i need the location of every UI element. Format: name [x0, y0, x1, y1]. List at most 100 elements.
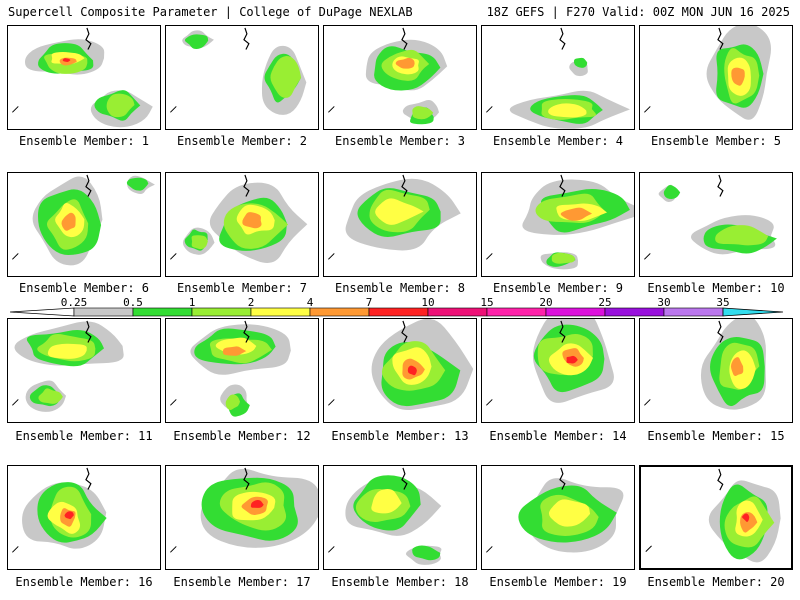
ensemble-panel-16[interactable] [7, 465, 161, 570]
scale-segment [250, 307, 311, 317]
scale-segment [604, 307, 665, 317]
ensemble-panel-15[interactable] [639, 318, 793, 423]
contour-fill [126, 177, 149, 191]
scp-field-map [486, 27, 631, 129]
ensemble-panel-20[interactable] [639, 465, 793, 570]
contour-fill [560, 207, 593, 221]
boundary-line [12, 399, 19, 406]
ensemble-panel-19[interactable] [481, 465, 635, 570]
ensemble-panel-3[interactable] [323, 25, 477, 130]
scale-tick-label: 10 [421, 296, 435, 309]
ensemble-member-label: Ensemble Member: 20 [647, 575, 785, 589]
scale-tick-label: 0.25 [60, 296, 88, 309]
ensemble-panel-10[interactable] [639, 172, 793, 277]
boundary-line [644, 399, 651, 406]
page-title: Supercell Composite Parameter | College … [8, 5, 413, 19]
ensemble-panel-6[interactable] [7, 172, 161, 277]
boundary-line [486, 546, 493, 553]
scp-field-map [486, 319, 614, 406]
boundary-line [85, 467, 92, 490]
scale-segment [132, 307, 193, 317]
ensemble-panel-9[interactable] [481, 172, 635, 277]
ensemble-panel-13[interactable] [323, 318, 477, 423]
contour-fill [62, 58, 71, 62]
ensemble-panel-4[interactable] [481, 25, 635, 130]
boundary-line [328, 106, 335, 113]
boundary-line [559, 467, 566, 490]
boundary-line [559, 27, 566, 50]
ensemble-panel-12[interactable] [165, 318, 319, 423]
contour-fill [548, 499, 591, 527]
boundary-line [645, 545, 652, 552]
contour-fill [731, 67, 745, 86]
scale-tick-label: 15 [480, 296, 494, 309]
boundary-line [486, 253, 493, 260]
contour-fill [551, 252, 576, 264]
scp-field-map [328, 174, 461, 260]
boundary-line [85, 27, 92, 50]
boundary-line [717, 320, 724, 343]
boundary-line [12, 253, 19, 260]
scp-field-map [170, 467, 318, 553]
boundary-line [170, 546, 177, 553]
ensemble-member-label: Ensemble Member: 10 [647, 281, 785, 295]
ensemble-member-label: Ensemble Member: 8 [334, 281, 466, 295]
ensemble-panel-17[interactable] [165, 465, 319, 570]
boundary-line [85, 174, 92, 197]
header: Supercell Composite Parameter | College … [0, 0, 800, 22]
scp-field-map [644, 319, 766, 410]
ensemble-member-label: Ensemble Member: 1 [18, 134, 150, 148]
run-info: 18Z GEFS | F270 Valid: 00Z MON JUN 16 20… [486, 5, 790, 19]
ensemble-panel-14[interactable] [481, 318, 635, 423]
contour-fill [412, 106, 434, 120]
boundary-line [717, 27, 724, 50]
scale-underflow-arrow [10, 307, 75, 317]
scp-field-map [12, 467, 107, 553]
boundary-line [170, 106, 177, 113]
contour-fill [573, 57, 588, 68]
contour-fill [47, 343, 87, 359]
scale-tick-label: 20 [539, 296, 553, 309]
contour-fill [191, 235, 208, 250]
scp-field-map [170, 174, 308, 263]
ensemble-member-label: Ensemble Member: 12 [173, 429, 311, 443]
scp-field-map [486, 174, 634, 270]
ensemble-member-label: Ensemble Member: 11 [15, 429, 153, 443]
scp-field-map [644, 174, 777, 260]
ensemble-panel-8[interactable] [323, 172, 477, 277]
ensemble-member-label: Ensemble Member: 19 [489, 575, 627, 589]
scale-segment [427, 307, 488, 317]
scale-segment [73, 307, 134, 317]
ensemble-panel-5[interactable] [639, 25, 793, 130]
scp-field-map [170, 27, 307, 115]
ensemble-panel-18[interactable] [323, 465, 477, 570]
contour-fill [730, 357, 744, 376]
boundary-line [644, 253, 651, 260]
scp-field-map [486, 467, 624, 553]
ensemble-member-label: Ensemble Member: 17 [173, 575, 311, 589]
boundary-line [170, 399, 177, 406]
boundary-line [559, 174, 566, 197]
boundary-line [559, 320, 566, 343]
ensemble-panel-7[interactable] [165, 172, 319, 277]
boundary-line [717, 468, 724, 491]
contour-fill [250, 499, 264, 508]
contour-fill [742, 513, 750, 522]
ensemble-panel-2[interactable] [165, 25, 319, 130]
contour-fill [395, 57, 415, 69]
scale-tick-label: 4 [306, 296, 314, 309]
scale-tick-label: 30 [657, 296, 671, 309]
ensemble-member-label: Ensemble Member: 18 [331, 575, 469, 589]
contour-fill [548, 103, 587, 118]
boundary-line [328, 253, 335, 260]
scale-tick-label: 0.5 [123, 296, 143, 309]
scp-field-map [12, 320, 124, 412]
color-scale-bar [10, 307, 784, 317]
boundary-line [644, 106, 651, 113]
ensemble-member-label: Ensemble Member: 6 [18, 281, 150, 295]
scale-segment [191, 307, 252, 317]
ensemble-panel-11[interactable] [7, 318, 161, 423]
ensemble-panel-1[interactable] [7, 25, 161, 130]
scale-segment [545, 307, 606, 317]
ensemble-member-label: Ensemble Member: 3 [334, 134, 466, 148]
